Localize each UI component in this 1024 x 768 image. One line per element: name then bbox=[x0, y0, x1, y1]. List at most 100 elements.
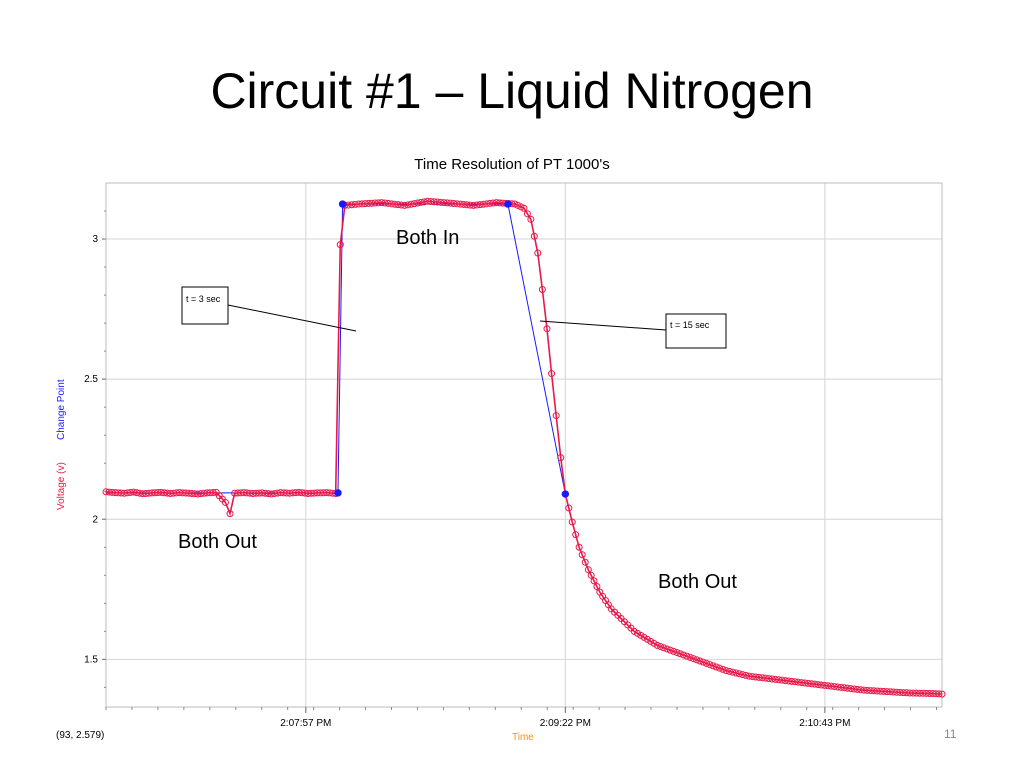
voltage-point bbox=[394, 201, 402, 209]
voltage-point bbox=[483, 200, 491, 208]
voltage-point bbox=[226, 510, 234, 518]
voltage-point bbox=[417, 198, 425, 206]
voltage-point bbox=[896, 688, 904, 696]
voltage-point bbox=[469, 201, 477, 209]
change-point-marker bbox=[334, 489, 342, 497]
voltage-point bbox=[827, 682, 835, 690]
voltage-point bbox=[860, 686, 868, 694]
voltage-point bbox=[919, 689, 927, 697]
voltage-point bbox=[732, 669, 740, 677]
voltage-point bbox=[719, 665, 727, 673]
voltage-point bbox=[729, 668, 737, 676]
voltage-point bbox=[656, 643, 664, 651]
voltage-point bbox=[374, 199, 382, 207]
voltage-point bbox=[450, 199, 458, 207]
y-label-voltage: Voltage (v) bbox=[56, 462, 67, 510]
voltage-point bbox=[725, 667, 733, 675]
voltage-point bbox=[348, 201, 356, 209]
annotation-both-in: Both In bbox=[396, 227, 459, 249]
voltage-point bbox=[771, 675, 779, 683]
coordinate-readout: (93, 2.579) bbox=[56, 730, 105, 741]
voltage-point bbox=[778, 676, 786, 684]
voltage-point bbox=[404, 201, 412, 209]
voltage-point bbox=[437, 198, 445, 206]
voltage-point bbox=[807, 680, 815, 688]
y-tick-label: 3 bbox=[92, 234, 98, 245]
voltage-point bbox=[768, 675, 776, 683]
voltage-point bbox=[378, 199, 386, 207]
voltage-point bbox=[663, 645, 671, 653]
voltage-point bbox=[857, 686, 865, 694]
voltage-point bbox=[520, 204, 528, 212]
x-tick-label: 2:10:43 PM bbox=[799, 718, 850, 729]
voltage-point bbox=[466, 201, 474, 209]
voltage-point bbox=[676, 650, 684, 658]
annotation-leader-15sec bbox=[539, 320, 667, 331]
voltage-point bbox=[821, 681, 829, 689]
voltage-point bbox=[523, 210, 531, 218]
voltage-point bbox=[361, 200, 369, 208]
voltage-point bbox=[476, 201, 484, 209]
voltage-point bbox=[381, 199, 389, 207]
voltage-point bbox=[801, 679, 809, 687]
slide-number: 11 bbox=[944, 727, 957, 741]
voltage-point bbox=[798, 679, 806, 687]
change-point-markers bbox=[334, 200, 570, 498]
voltage-point bbox=[584, 566, 592, 574]
voltage-line bbox=[105, 200, 943, 695]
voltage-point bbox=[364, 199, 372, 207]
voltage-point bbox=[557, 454, 565, 462]
voltage-point bbox=[578, 551, 586, 559]
voltage-point bbox=[424, 197, 432, 205]
voltage-point bbox=[761, 674, 769, 682]
voltage-point bbox=[653, 641, 661, 649]
voltage-point bbox=[817, 681, 825, 689]
voltage-point bbox=[834, 683, 842, 691]
voltage-point bbox=[706, 661, 714, 669]
voltage-point bbox=[804, 679, 812, 687]
voltage-point bbox=[837, 683, 845, 691]
voltage-point bbox=[870, 687, 878, 695]
plot-frame bbox=[105, 182, 943, 708]
voltage-point bbox=[410, 200, 418, 208]
voltage-point bbox=[876, 687, 884, 695]
y-axis-labels: Voltage (v) Change Point bbox=[52, 360, 72, 520]
voltage-point bbox=[447, 199, 455, 207]
voltage-point bbox=[209, 489, 217, 497]
voltage-point bbox=[709, 662, 717, 670]
voltage-point bbox=[873, 687, 881, 695]
voltage-point bbox=[679, 651, 687, 659]
voltage-point bbox=[581, 558, 589, 566]
voltage-point bbox=[903, 689, 911, 697]
voltage-point bbox=[463, 201, 471, 209]
voltage-point bbox=[880, 687, 888, 695]
annotation-both-out-left: Both Out bbox=[178, 531, 257, 553]
voltage-point bbox=[368, 199, 376, 207]
voltage-point bbox=[430, 198, 438, 206]
voltage-point bbox=[938, 690, 946, 698]
voltage-point bbox=[683, 652, 691, 660]
chart-grid bbox=[106, 183, 942, 707]
y-tick-label: 1.5 bbox=[84, 654, 98, 665]
voltage-point bbox=[889, 688, 897, 696]
voltage-point bbox=[427, 197, 435, 205]
voltage-point bbox=[371, 199, 379, 207]
voltage-point bbox=[660, 644, 668, 652]
voltage-point bbox=[702, 659, 710, 667]
voltage-point bbox=[814, 681, 822, 689]
voltage-point bbox=[722, 667, 730, 675]
slide-title: Circuit #1 – Liquid Nitrogen bbox=[210, 63, 814, 119]
voltage-point bbox=[670, 647, 678, 655]
voltage-point bbox=[460, 200, 468, 208]
voltage-point bbox=[568, 518, 576, 526]
voltage-point bbox=[456, 200, 464, 208]
voltage-point bbox=[686, 653, 694, 661]
annotation-t-3sec: t = 3 sec bbox=[186, 294, 221, 304]
voltage-point bbox=[527, 215, 535, 223]
annotation-box-15sec bbox=[665, 313, 727, 349]
voltage-point bbox=[433, 198, 441, 206]
voltage-point bbox=[221, 498, 229, 506]
y-label-change-point: Change Point bbox=[56, 379, 67, 440]
voltage-point bbox=[552, 412, 560, 420]
voltage-point bbox=[693, 656, 701, 664]
